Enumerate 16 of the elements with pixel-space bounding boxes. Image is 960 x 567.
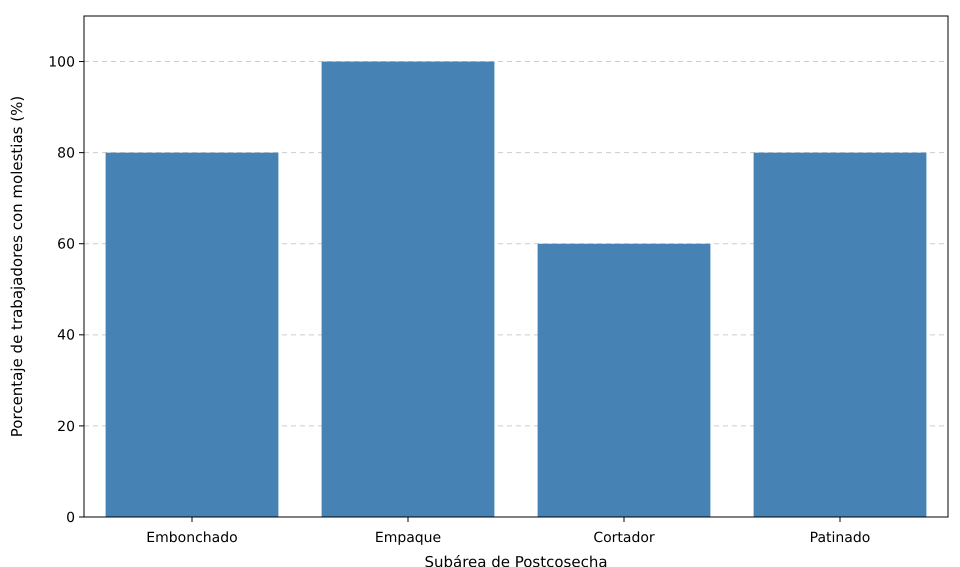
bar xyxy=(538,244,710,517)
x-tick-label: Cortador xyxy=(593,530,655,546)
y-tick-label: 20 xyxy=(57,418,75,435)
x-tick-label: Patinado xyxy=(810,530,870,546)
y-tick-label: 0 xyxy=(66,510,75,526)
y-tick-label: 80 xyxy=(57,146,75,162)
y-axis-title: Porcentaje de trabajadores con molestias (%) xyxy=(8,96,26,438)
y-tick-label: 40 xyxy=(57,328,75,344)
bar xyxy=(106,152,278,517)
bar xyxy=(322,62,494,517)
x-tick-label: Embonchado xyxy=(146,530,238,546)
y-tick-label: 60 xyxy=(57,236,75,253)
bar xyxy=(754,152,926,517)
y-tick-label: 100 xyxy=(48,54,75,70)
x-axis-title: Subárea de Postcosecha xyxy=(424,553,608,567)
x-tick-label: Empaque xyxy=(374,530,442,546)
